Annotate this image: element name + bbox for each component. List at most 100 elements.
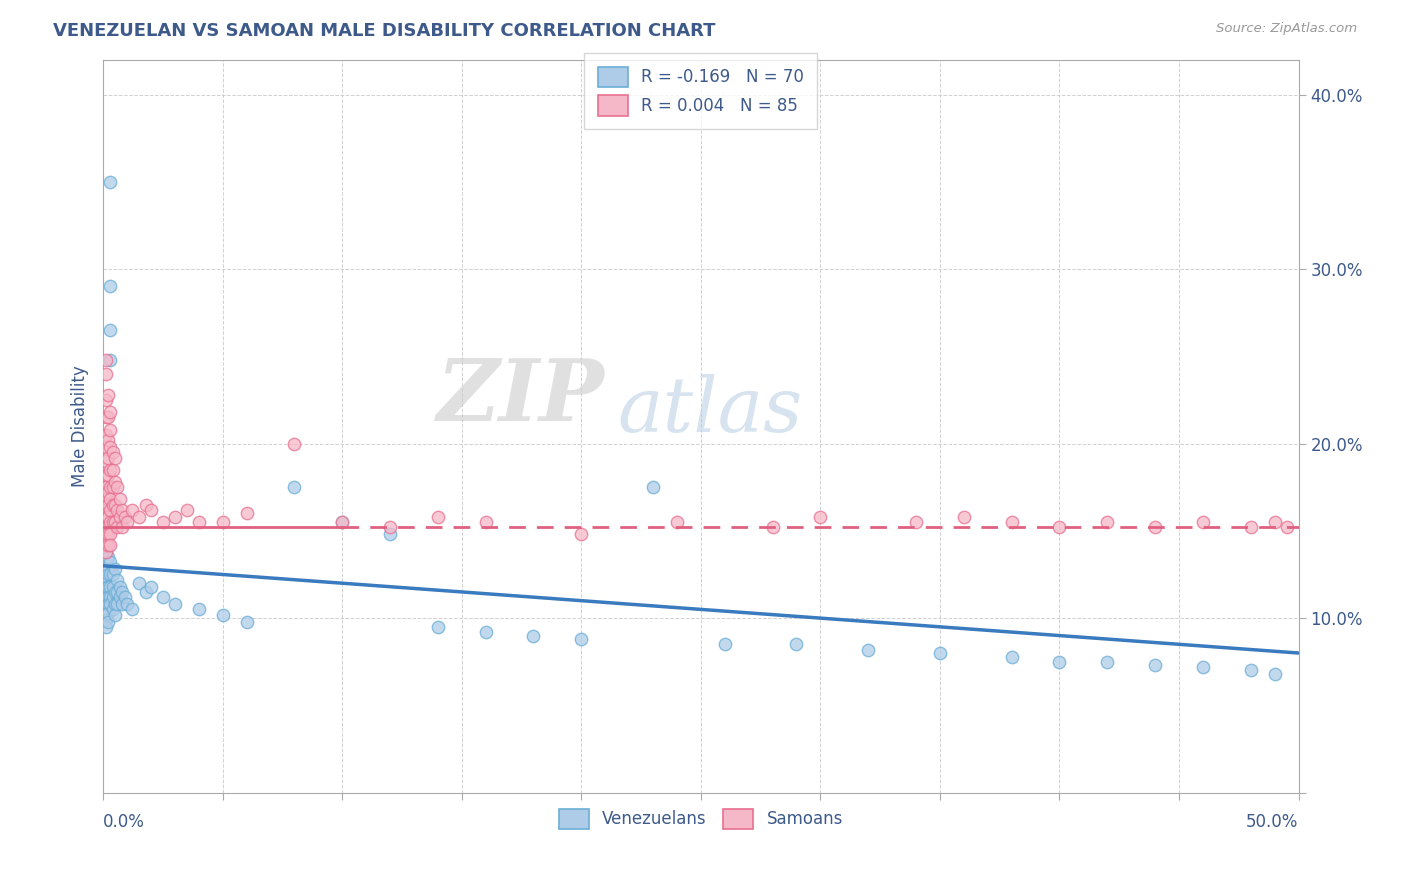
Point	[94, 492, 117, 507]
Point	[128, 509, 150, 524]
Point	[808, 509, 831, 524]
Point	[94, 545, 117, 559]
Y-axis label: Male Disability: Male Disability	[72, 365, 89, 487]
Point	[97, 615, 120, 629]
Point	[97, 590, 120, 604]
Point	[94, 428, 117, 442]
Point	[107, 503, 129, 517]
Point	[522, 629, 544, 643]
Point	[104, 450, 127, 465]
Point	[101, 602, 124, 616]
Point	[97, 549, 120, 564]
Point	[94, 527, 117, 541]
Point	[97, 527, 120, 541]
Point	[713, 637, 735, 651]
Point	[121, 503, 143, 517]
Point	[953, 509, 976, 524]
Point	[94, 613, 117, 627]
Point	[98, 423, 121, 437]
Point	[1049, 520, 1071, 534]
Point	[101, 590, 124, 604]
Point	[94, 367, 117, 381]
Point	[235, 507, 257, 521]
Text: ZIP: ZIP	[437, 355, 605, 439]
Point	[1275, 520, 1298, 534]
Point	[1097, 655, 1119, 669]
Point	[98, 538, 121, 552]
Point	[97, 410, 120, 425]
Point	[1144, 658, 1167, 673]
Point	[98, 480, 121, 494]
Point	[163, 597, 186, 611]
Point	[665, 515, 688, 529]
Text: VENEZUELAN VS SAMOAN MALE DISABILITY CORRELATION CHART: VENEZUELAN VS SAMOAN MALE DISABILITY COR…	[53, 22, 716, 40]
Point	[283, 436, 305, 450]
Point	[94, 597, 117, 611]
Point	[97, 485, 120, 500]
Point	[378, 520, 401, 534]
Point	[98, 352, 121, 367]
Point	[97, 606, 120, 620]
Point	[94, 480, 117, 494]
Point	[97, 580, 120, 594]
Point	[135, 585, 157, 599]
Point	[1097, 515, 1119, 529]
Point	[111, 597, 134, 611]
Point	[1001, 515, 1024, 529]
Point	[569, 527, 592, 541]
Text: Source: ZipAtlas.com: Source: ZipAtlas.com	[1216, 22, 1357, 36]
Point	[152, 515, 174, 529]
Point	[97, 388, 120, 402]
Point	[104, 515, 127, 529]
Point	[858, 642, 880, 657]
Point	[97, 433, 120, 447]
Point	[98, 492, 121, 507]
Point	[94, 590, 117, 604]
Point	[104, 498, 127, 512]
Point	[128, 576, 150, 591]
Point	[94, 352, 117, 367]
Point	[905, 515, 928, 529]
Point	[108, 580, 131, 594]
Point	[98, 597, 121, 611]
Point	[474, 625, 496, 640]
Point	[426, 620, 449, 634]
Point	[97, 509, 120, 524]
Point	[94, 503, 117, 517]
Point	[97, 498, 120, 512]
Point	[115, 597, 138, 611]
Text: atlas: atlas	[617, 375, 803, 449]
Point	[107, 573, 129, 587]
Point	[104, 562, 127, 576]
Point	[101, 515, 124, 529]
Point	[98, 580, 121, 594]
Point	[98, 279, 121, 293]
Point	[111, 585, 134, 599]
Point	[785, 637, 807, 651]
Point	[330, 515, 353, 529]
Point	[94, 538, 117, 552]
Point	[111, 503, 134, 517]
Point	[98, 440, 121, 454]
Point	[98, 555, 121, 569]
Point	[1264, 667, 1286, 681]
Point	[101, 580, 124, 594]
Point	[94, 454, 117, 468]
Point	[94, 533, 117, 547]
Point	[1049, 655, 1071, 669]
Point	[114, 509, 136, 524]
Point	[98, 515, 121, 529]
Point	[94, 440, 117, 454]
Point	[97, 567, 120, 582]
Point	[101, 498, 124, 512]
Point	[97, 450, 120, 465]
Point	[94, 468, 117, 483]
Point	[94, 606, 117, 620]
Point	[176, 503, 198, 517]
Point	[98, 175, 121, 189]
Point	[283, 480, 305, 494]
Point	[152, 590, 174, 604]
Point	[97, 468, 120, 483]
Point	[97, 538, 120, 552]
Point	[98, 463, 121, 477]
